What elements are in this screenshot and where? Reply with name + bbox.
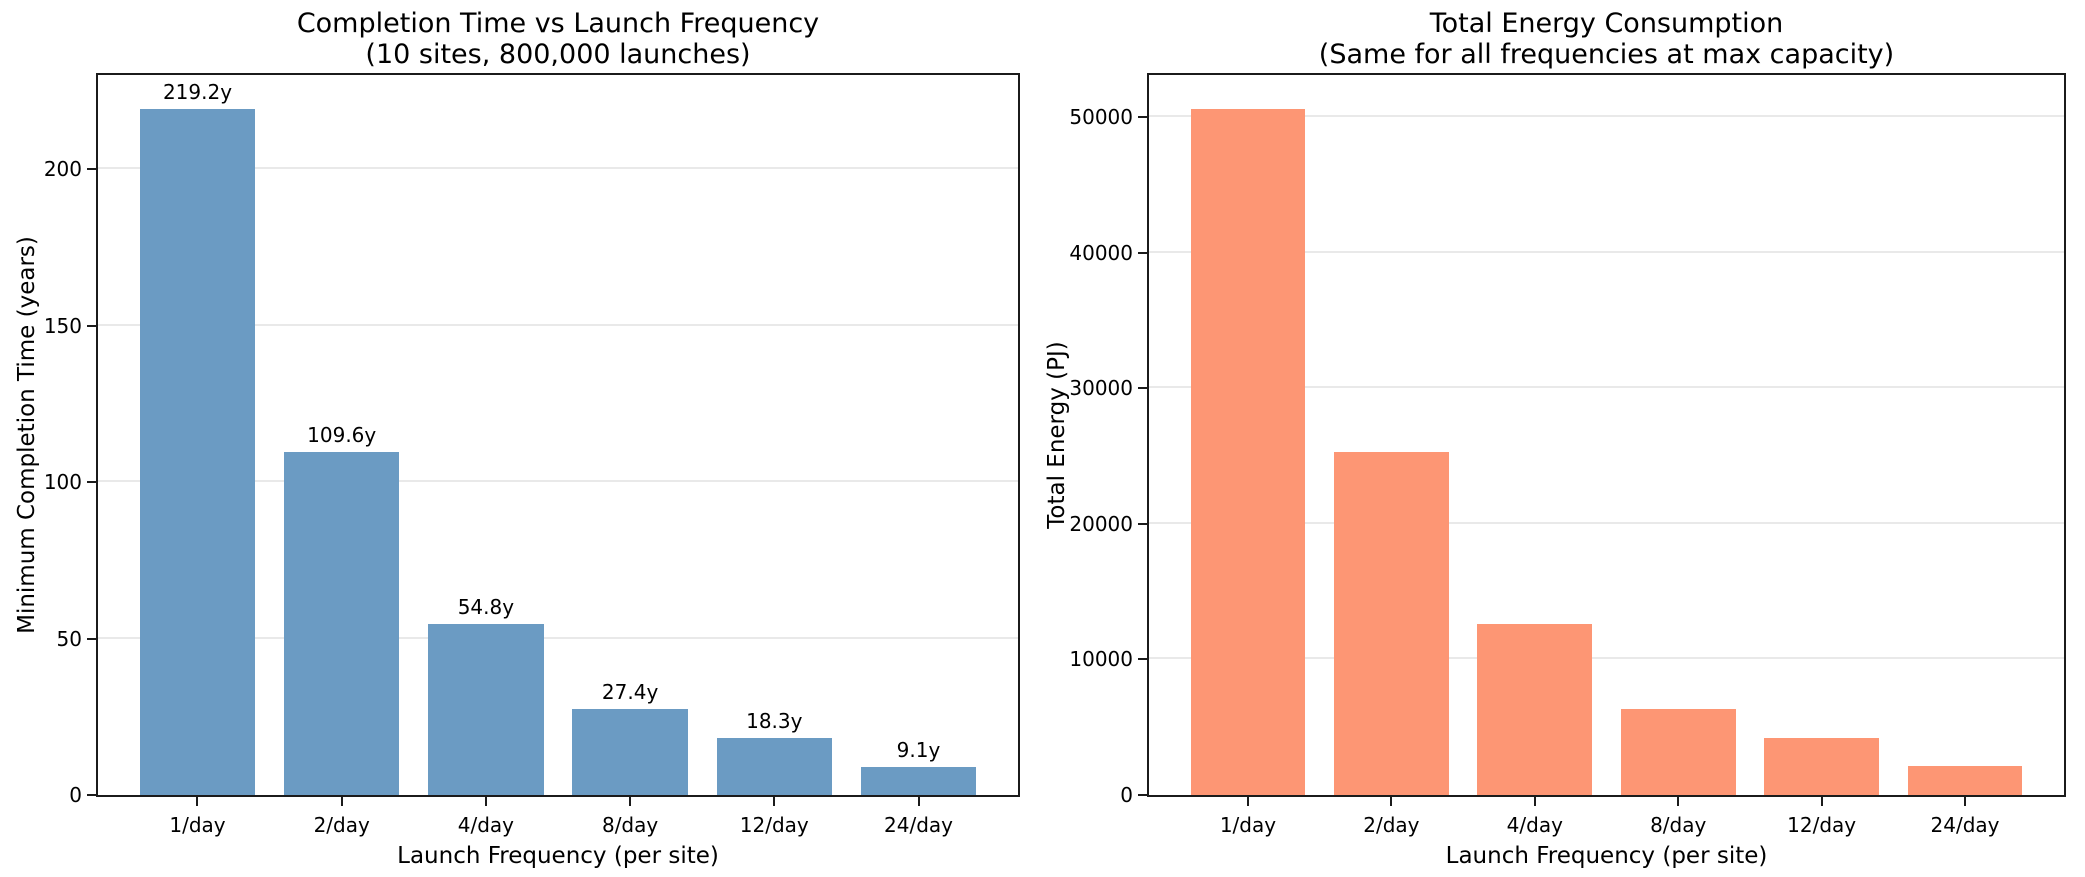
y-tick-mark: [1138, 116, 1147, 119]
y-tick-mark: [1138, 658, 1147, 661]
gridline: [1149, 657, 2064, 660]
y-tick-label: 50000: [1069, 105, 1133, 130]
bar: [1764, 737, 1879, 795]
bar: [428, 623, 544, 795]
x-tick-mark: [1246, 797, 1249, 806]
chart-title-block: Completion Time vs Launch Frequency (10 …: [96, 8, 1020, 70]
gridline: [1149, 250, 2064, 253]
bar-value-label: 18.3y: [746, 708, 803, 733]
x-tick-label: 2/day: [313, 813, 370, 837]
x-tick-label: 24/day: [1930, 813, 2000, 837]
plot-canvas: [1149, 75, 2064, 795]
y-tick-label: 0: [1120, 783, 1133, 807]
x-tick-label: 2/day: [1363, 813, 1420, 837]
gridline: [1149, 521, 2064, 524]
x-tick-mark: [1964, 797, 1967, 806]
bar: [1477, 623, 1593, 795]
y-tick-mark: [1138, 794, 1147, 796]
x-tick-mark: [196, 797, 199, 806]
y-tick-label: 100: [43, 470, 82, 495]
y-tick-mark: [1138, 251, 1147, 254]
x-tick-label: 8/day: [601, 813, 659, 837]
y-tick-label: 40000: [1069, 240, 1133, 265]
chart-title: Completion Time vs Launch Frequency: [296, 8, 820, 39]
x-tick-label: 12/day: [739, 813, 809, 837]
x-tick-label: 1/day: [1219, 813, 1277, 837]
x-tick-mark: [1390, 797, 1393, 806]
bar: [716, 737, 832, 795]
x-axis-label: Launch Frequency (per site): [397, 843, 719, 869]
x-tick-label: 4/day: [457, 813, 515, 837]
x-tick-label: 4/day: [1506, 813, 1563, 837]
x-tick-mark: [917, 797, 920, 806]
y-tick-label: 50: [56, 626, 82, 651]
plot-area: [1147, 73, 2066, 797]
plot-canvas: 219.2y 109.6y 54.8y 27.4y 18.3y 9.1y: [98, 75, 1018, 795]
bar-value-label: 9.1y: [896, 737, 941, 762]
x-tick-mark: [484, 797, 487, 806]
y-tick-mark: [87, 637, 96, 640]
gridline: [98, 480, 1018, 483]
gridline: [1149, 115, 2064, 118]
bar-value-label: 27.4y: [601, 680, 659, 705]
y-axis-label: Minimum Completion Time (years): [14, 236, 40, 634]
bar: [572, 709, 688, 795]
x-tick-label: 24/day: [884, 813, 953, 837]
chart-subtitle: (Same for all frequencies at max capacit…: [1318, 39, 1895, 70]
y-tick-label: 30000: [1069, 376, 1133, 401]
gridline: [1149, 386, 2064, 389]
y-tick-mark: [1138, 522, 1147, 525]
x-tick-mark: [1677, 797, 1680, 806]
plot-area: 219.2y 109.6y 54.8y 27.4y 18.3y 9.1y: [96, 73, 1020, 797]
bar: [1620, 709, 1736, 795]
x-tick-mark: [1820, 797, 1823, 806]
x-tick-mark: [629, 797, 632, 806]
x-axis-label: Launch Frequency (per site): [1445, 843, 1768, 869]
x-tick-label: 1/day: [169, 813, 226, 837]
y-tick-mark: [1138, 387, 1147, 390]
y-tick-label: 10000: [1069, 647, 1133, 672]
y-tick-label: 200: [43, 157, 82, 182]
chart-title-block: Total Energy Consumption (Same for all f…: [1147, 8, 2066, 70]
bar: [860, 766, 977, 795]
x-tick-label: 12/day: [1787, 813, 1857, 837]
y-tick-mark: [87, 481, 96, 484]
chart-subtitle: (10 sites, 800,000 launches): [365, 39, 751, 70]
x-tick-mark: [340, 797, 343, 806]
y-tick-mark: [87, 168, 96, 171]
gridline: [98, 636, 1018, 639]
gridline: [98, 167, 1018, 170]
x-tick-mark: [1533, 797, 1536, 806]
bar-value-label: 219.2y: [162, 80, 233, 105]
gridline: [98, 323, 1018, 326]
x-tick-mark: [773, 797, 776, 806]
x-tick-label: 8/day: [1650, 813, 1707, 837]
bar: [1190, 109, 1306, 795]
y-axis-label: Total Energy (PJ): [1044, 341, 1070, 529]
y-tick-label: 150: [43, 313, 82, 338]
y-tick-mark: [87, 324, 96, 327]
y-tick-label: 0: [69, 783, 82, 807]
chart-title: Total Energy Consumption: [1429, 8, 1784, 39]
bar: [1907, 766, 2023, 795]
bar: [1334, 452, 1449, 795]
bar-value-label: 54.8y: [457, 594, 515, 619]
bar: [284, 452, 400, 795]
bar-value-label: 109.6y: [307, 423, 377, 448]
y-tick-mark: [87, 794, 96, 796]
y-tick-label: 20000: [1069, 511, 1133, 536]
bar: [139, 109, 256, 795]
